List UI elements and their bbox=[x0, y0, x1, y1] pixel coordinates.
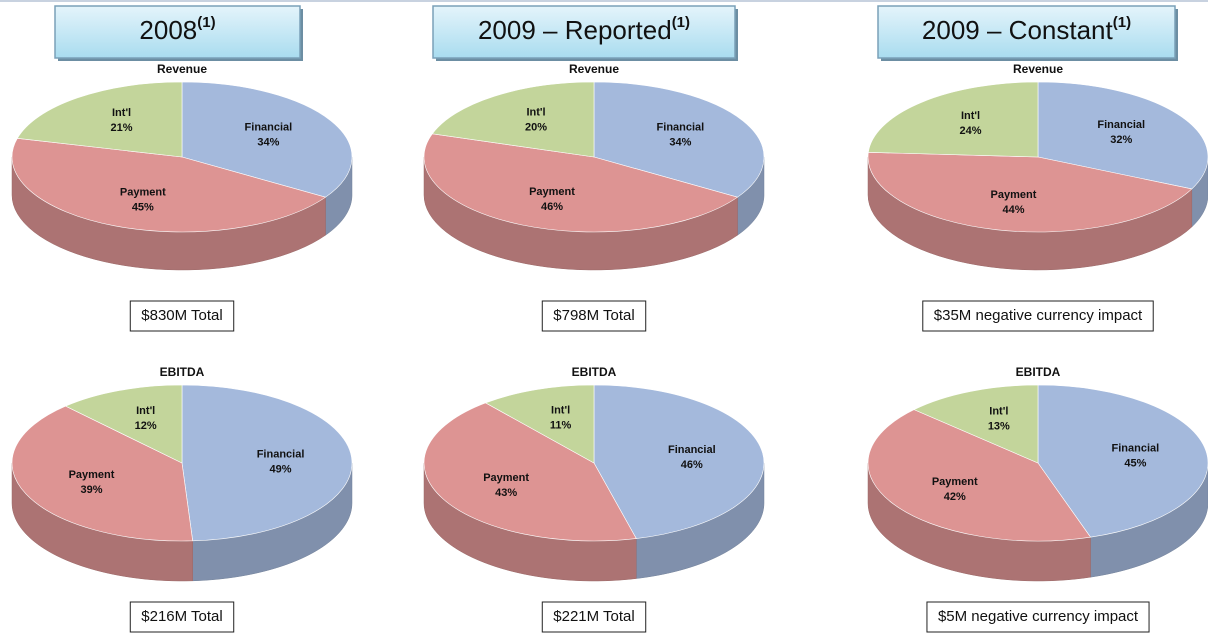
note: $5M negative currency impact bbox=[938, 608, 1139, 625]
header-box bbox=[877, 5, 1176, 59]
slice-label: Payment bbox=[529, 186, 575, 198]
chart-title: EBITDA bbox=[572, 365, 617, 379]
chart-title: Revenue bbox=[1013, 62, 1063, 76]
slice-label: Financial bbox=[245, 122, 293, 134]
slice-label: Int'l bbox=[136, 405, 155, 417]
slice bbox=[181, 81, 353, 198]
slice bbox=[867, 151, 1193, 233]
slice bbox=[423, 133, 739, 233]
slice-value: 21% bbox=[111, 122, 133, 134]
slice-label: Int'l bbox=[551, 404, 570, 416]
header-mark: (1) bbox=[197, 14, 215, 31]
header-box bbox=[54, 5, 301, 59]
slice-value: 46% bbox=[681, 459, 703, 471]
slice-label: Payment bbox=[932, 476, 978, 488]
header-title: 2008(1) bbox=[139, 14, 215, 45]
header-text: 2008 bbox=[139, 15, 197, 45]
slice-label: Financial bbox=[1112, 442, 1160, 454]
note: $216M Total bbox=[141, 608, 222, 625]
note: $830M Total bbox=[141, 307, 222, 324]
slice bbox=[423, 402, 637, 542]
slice-label: Financial bbox=[257, 448, 305, 460]
slice-label: Financial bbox=[657, 122, 705, 134]
slice bbox=[11, 138, 327, 233]
slice-value: 45% bbox=[1124, 457, 1146, 469]
slice bbox=[913, 384, 1039, 464]
slice bbox=[1037, 81, 1208, 190]
note-box bbox=[922, 300, 1154, 332]
slice-value: 45% bbox=[132, 202, 154, 214]
note-box bbox=[926, 601, 1150, 633]
slice bbox=[593, 81, 765, 198]
chart-title: EBITDA bbox=[1016, 365, 1061, 379]
slice-value: 43% bbox=[495, 487, 517, 499]
slice bbox=[593, 384, 765, 539]
slice-label: Financial bbox=[1097, 119, 1145, 131]
header-title: 2009 – Constant(1) bbox=[922, 14, 1131, 45]
slice-label: Payment bbox=[483, 472, 529, 484]
note: $35M negative currency impact bbox=[934, 307, 1143, 324]
slice-value: 11% bbox=[550, 419, 572, 431]
slice-value: 20% bbox=[525, 121, 547, 133]
note-box bbox=[541, 300, 647, 332]
slice-value: 24% bbox=[959, 125, 981, 137]
header-mark: (1) bbox=[1113, 14, 1131, 31]
slice bbox=[11, 405, 194, 542]
note-box bbox=[541, 601, 647, 633]
slice-label: Int'l bbox=[989, 406, 1008, 418]
slice bbox=[181, 384, 353, 542]
header-text: 2009 – Reported bbox=[478, 15, 672, 45]
slice-value: 42% bbox=[944, 491, 966, 503]
chart-title: EBITDA bbox=[160, 365, 205, 379]
slice bbox=[1037, 384, 1208, 538]
note-box bbox=[129, 601, 235, 633]
slice-value: 34% bbox=[669, 137, 691, 149]
slice-value: 32% bbox=[1110, 134, 1132, 146]
slice-label: Financial bbox=[668, 444, 716, 456]
slice bbox=[484, 384, 595, 464]
slice bbox=[867, 81, 1039, 158]
slice-label: Payment bbox=[69, 469, 115, 481]
slice-label: Int'l bbox=[961, 110, 980, 122]
slice-value: 46% bbox=[541, 201, 563, 213]
slice bbox=[64, 384, 183, 464]
slice-value: 34% bbox=[257, 137, 279, 149]
slice-value: 12% bbox=[135, 420, 157, 432]
note: $798M Total bbox=[553, 307, 634, 324]
header-title: 2009 – Reported(1) bbox=[478, 14, 690, 45]
slice bbox=[867, 409, 1092, 542]
slice bbox=[16, 81, 183, 158]
slice-label: Payment bbox=[991, 189, 1037, 201]
header-mark: (1) bbox=[672, 14, 690, 31]
slice-value: 13% bbox=[988, 421, 1010, 433]
slice-value: 49% bbox=[270, 463, 292, 475]
slice bbox=[431, 81, 595, 158]
slice-value: 44% bbox=[1002, 204, 1024, 216]
slice-label: Int'l bbox=[526, 106, 545, 118]
note-box bbox=[129, 300, 235, 332]
header-box bbox=[432, 5, 736, 59]
slice-value: 39% bbox=[80, 484, 102, 496]
chart-title: Revenue bbox=[569, 62, 619, 76]
note: $221M Total bbox=[553, 608, 634, 625]
slice-label: Payment bbox=[120, 187, 166, 199]
header-text: 2009 – Constant bbox=[922, 15, 1114, 45]
slice-label: Int'l bbox=[112, 107, 131, 119]
chart-title: Revenue bbox=[157, 62, 207, 76]
